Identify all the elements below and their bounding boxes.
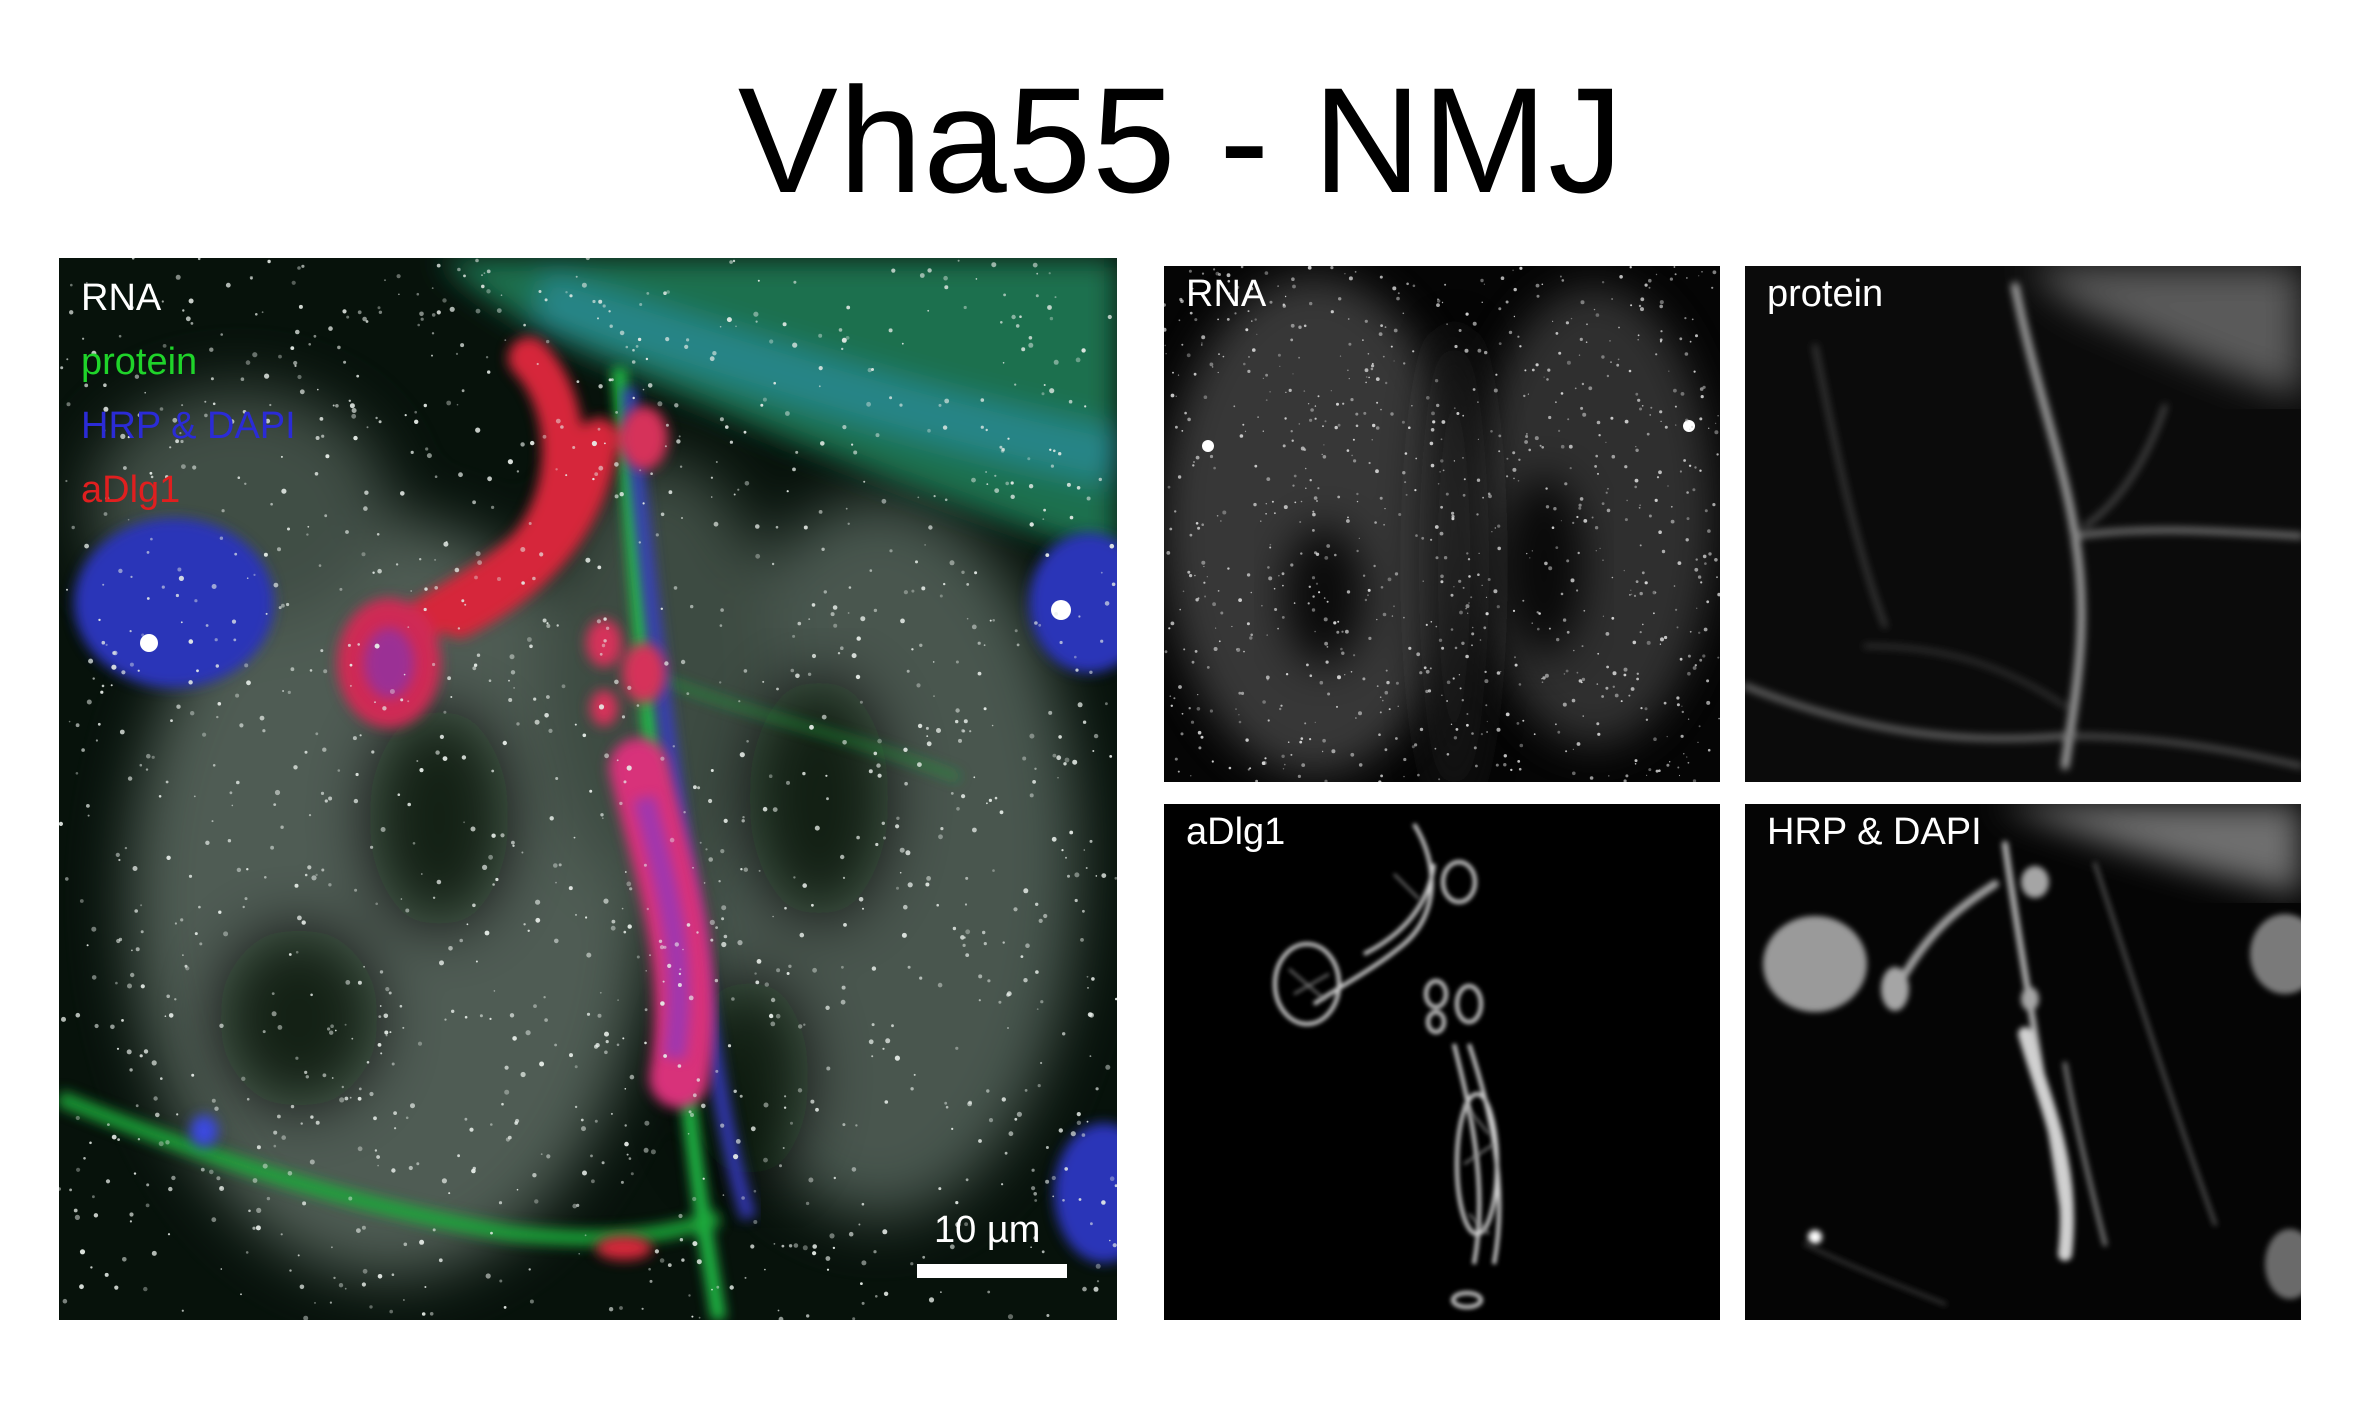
rna-channel-label: RNA [1186, 273, 1267, 315]
legend-protein: protein [81, 341, 198, 383]
rna-channel-micrograph [1164, 266, 1720, 782]
scale-bar-label: 10 µm [934, 1209, 1041, 1251]
channel-legend: RNA protein HRP & DAPI aDlg1 [81, 266, 296, 522]
legend-hrp-dapi: HRP & DAPI [81, 405, 296, 447]
protein-channel-panel: protein [1745, 266, 2301, 782]
figure-title: Vha55 - NMJ [737, 56, 1625, 224]
adlg1-channel-panel: aDlg1 [1164, 804, 1720, 1320]
protein-channel-label: protein [1767, 273, 1884, 315]
adlg1-channel-micrograph [1164, 804, 1720, 1320]
merged-micrograph [59, 258, 1117, 1320]
hrp-dapi-channel-micrograph [1745, 804, 2301, 1320]
legend-adlg1: aDlg1 [81, 469, 181, 511]
rna-channel-panel: RNA [1164, 266, 1720, 782]
legend-rna: RNA [81, 277, 162, 319]
merged-image-panel: RNA protein HRP & DAPI aDlg1 10 µm [59, 258, 1117, 1320]
hrp-dapi-channel-label: HRP & DAPI [1767, 811, 1982, 853]
scale-bar [917, 1264, 1067, 1278]
hrp-dapi-channel-panel: HRP & DAPI [1745, 804, 2301, 1320]
protein-channel-micrograph [1745, 266, 2301, 782]
adlg1-channel-label: aDlg1 [1186, 811, 1286, 853]
